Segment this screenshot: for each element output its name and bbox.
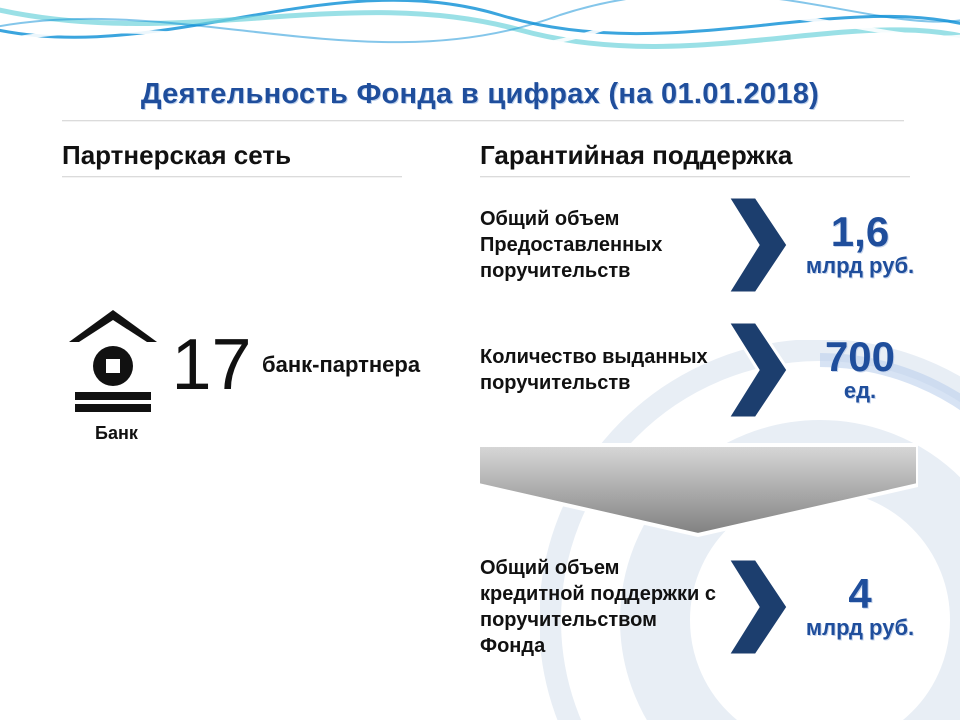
section-header-right: Гарантийная поддержка bbox=[480, 140, 792, 171]
page-title: Деятельность Фонда в цифрах (на 01.01.20… bbox=[0, 78, 960, 111]
bank-number: 17 bbox=[171, 329, 251, 401]
chevron-right-icon bbox=[726, 195, 790, 295]
kpi-value: 1,6 млрд руб. bbox=[790, 211, 930, 279]
kpi-value-number: 1,6 bbox=[790, 211, 930, 253]
bank-label: банк-партнера bbox=[262, 352, 420, 378]
kpi-value-number: 700 bbox=[790, 336, 930, 378]
kpi-text: Количество выданных поручительств bbox=[480, 344, 726, 396]
kpi-row-2: Количество выданных поручительств 700 ед… bbox=[480, 320, 930, 420]
kpi-value-number: 4 bbox=[790, 573, 930, 615]
section-rule-right bbox=[480, 176, 910, 178]
kpi-text: Общий объем кредитной поддержки с поручи… bbox=[480, 555, 726, 659]
kpi-row-3: Общий объем кредитной поддержки с поручи… bbox=[480, 555, 930, 659]
down-arrow-separator bbox=[478, 440, 918, 540]
title-rule bbox=[62, 120, 904, 122]
kpi-value-unit: ед. bbox=[790, 378, 930, 404]
bank-block: 17 банк-партнера Банк bbox=[65, 310, 425, 444]
kpi-value: 700 ед. bbox=[790, 336, 930, 404]
chevron-right-icon bbox=[726, 320, 790, 420]
bank-caption: Банк bbox=[95, 423, 425, 444]
kpi-text: Общий объем Предоставленных поручительст… bbox=[480, 206, 726, 284]
kpi-value-unit: млрд руб. bbox=[790, 615, 930, 641]
section-header-left: Партнерская сеть bbox=[62, 140, 291, 171]
bank-icon bbox=[65, 310, 161, 419]
kpi-row-1: Общий объем Предоставленных поручительст… bbox=[480, 195, 930, 295]
kpi-value-unit: млрд руб. bbox=[790, 253, 930, 279]
kpi-value: 4 млрд руб. bbox=[790, 573, 930, 641]
chevron-right-icon bbox=[726, 557, 790, 657]
section-rule-left bbox=[62, 176, 402, 178]
